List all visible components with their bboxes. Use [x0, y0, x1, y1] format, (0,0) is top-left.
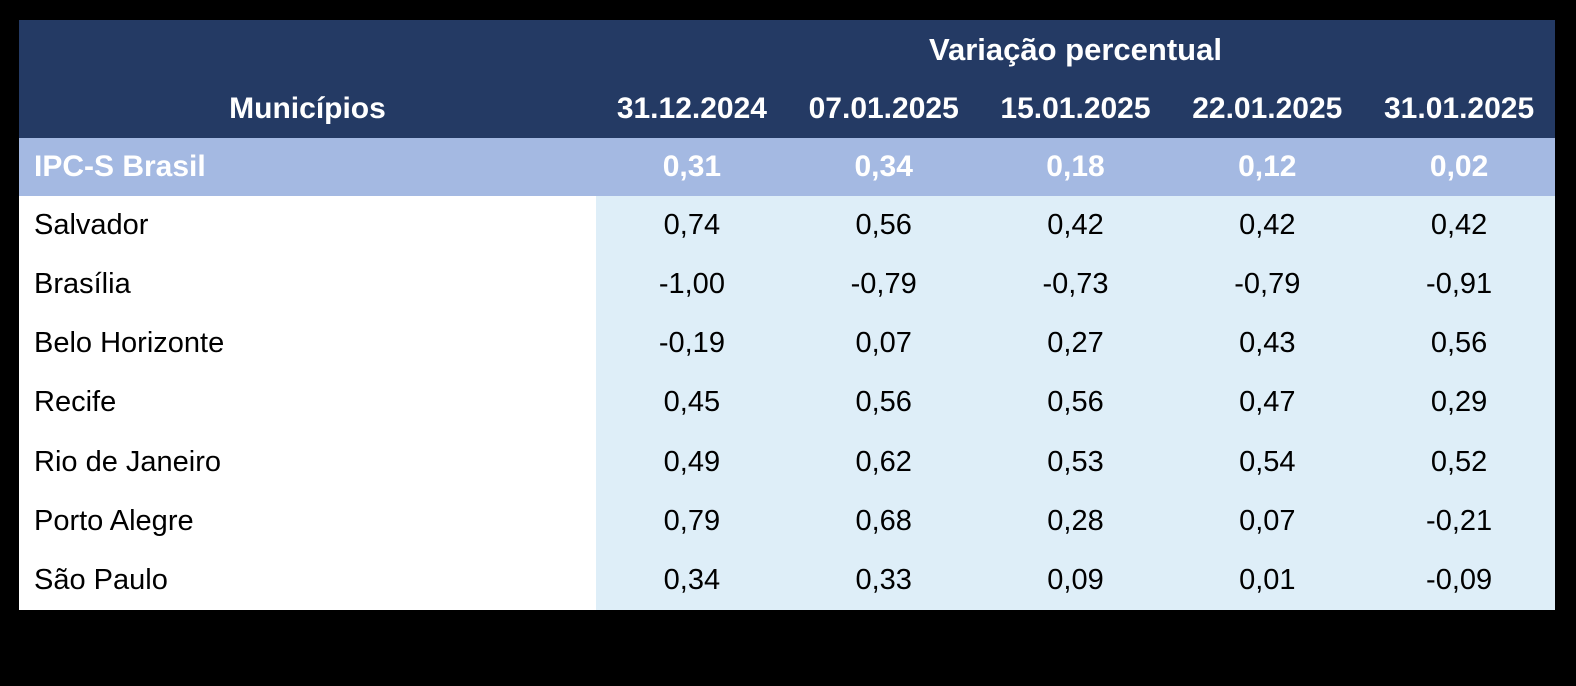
value-cell: 0,56: [979, 373, 1172, 433]
value-cell: 0,62: [787, 432, 980, 492]
value-cell: 0,47: [1171, 373, 1364, 433]
table-row: Recife 0,45 0,56 0,56 0,47 0,29: [19, 373, 1555, 433]
row-label: Porto Alegre: [19, 491, 596, 551]
row-label: Belo Horizonte: [19, 314, 596, 374]
value-cell: -0,21: [1363, 491, 1555, 551]
row-label: IPC-S Brasil: [34, 150, 206, 183]
value-cell: -0,79: [1171, 255, 1364, 315]
value-cell: 0,56: [1363, 314, 1555, 374]
value-cell: 0,52: [1363, 432, 1555, 492]
title-row: Variação percentual: [19, 20, 1555, 79]
column-header-row: Municípios 31.12.2024 07.01.2025 15.01.202…: [19, 79, 1555, 138]
value-cell: -0,19: [596, 314, 788, 374]
date-column-header: 15.01.2025: [1000, 91, 1151, 125]
value-cell: 0,12: [1238, 150, 1297, 183]
value-cell: 0,42: [1171, 196, 1364, 256]
value-cell: 0,68: [787, 491, 980, 551]
date-column-header: 07.01.2025: [808, 91, 959, 125]
value-cell: 0,53: [979, 432, 1172, 492]
value-cell: -0,79: [787, 255, 980, 315]
row-label: Brasília: [19, 255, 596, 315]
value-cell: 0,74: [596, 196, 788, 256]
value-cell: -0,73: [979, 255, 1172, 315]
value-cell: 0,42: [1363, 196, 1555, 256]
row-label: Recife: [19, 373, 596, 433]
table-row: Porto Alegre 0,79 0,68 0,28 0,07 -0,21: [19, 491, 1555, 551]
value-cell: 0,56: [787, 373, 980, 433]
value-cell: 0,42: [979, 196, 1172, 256]
table-row: São Paulo 0,34 0,33 0,09 0,01 -0,09: [19, 550, 1555, 610]
table-title: Variação percentual: [929, 31, 1222, 67]
value-cell: 0,18: [1046, 150, 1105, 183]
value-cell: 0,27: [979, 314, 1172, 374]
value-cell: 0,49: [596, 432, 788, 492]
date-column-header: 31.01.2025: [1384, 91, 1535, 125]
value-cell: 0,01: [1171, 550, 1364, 610]
value-cell: 0,31: [662, 150, 722, 183]
value-cell: 0,07: [787, 314, 980, 374]
value-cell: 0,56: [787, 196, 980, 256]
value-cell: 0,09: [979, 550, 1172, 610]
value-cell: 0,34: [596, 550, 788, 610]
value-cell: 0,02: [1429, 150, 1489, 183]
table-row: Rio de Janeiro 0,49 0,62 0,53 0,54 0,52: [19, 432, 1555, 492]
value-cell: 0,45: [596, 373, 788, 433]
ipc-s-variation-table: Variação percentual Municípios 31.12.202…: [19, 20, 1555, 610]
value-cell: 0,28: [979, 491, 1172, 551]
municipios-column-header: Municípios: [229, 91, 386, 125]
row-label: São Paulo: [19, 550, 596, 610]
value-cell: 0,07: [1171, 491, 1364, 551]
row-label: Rio de Janeiro: [19, 432, 596, 492]
value-cell: 0,33: [787, 550, 980, 610]
table-row: Brasília -1,00 -0,79 -0,73 -0,79 -0,91: [19, 255, 1555, 315]
value-cell: 0,54: [1171, 432, 1364, 492]
date-column-header: 22.01.2025: [1192, 91, 1343, 125]
value-cell: 0,29: [1363, 373, 1555, 433]
ipcs-brasil-row: IPC-S Brasil 0,31 0,34 0,18 0,12 0,02: [19, 138, 1555, 196]
value-cell: 0,43: [1171, 314, 1364, 374]
value-cell: -1,00: [596, 255, 788, 315]
table-row: Salvador 0,74 0,56 0,42 0,42 0,42: [19, 196, 1555, 256]
value-cell: -0,09: [1363, 550, 1555, 610]
value-cell: -0,91: [1363, 255, 1555, 315]
value-cell: 0,79: [596, 491, 788, 551]
table-header: Variação percentual Municípios 31.12.202…: [19, 20, 1555, 138]
row-label: Salvador: [19, 196, 596, 256]
value-cell: 0,34: [854, 150, 913, 183]
table-row: Belo Horizonte -0,19 0,07 0,27 0,43 0,56: [19, 314, 1555, 374]
table-rows: Salvador 0,74 0,56 0,42 0,42 0,42 Brasília -1,0…: [19, 196, 1555, 610]
date-column-header: 31.12.2024: [616, 91, 767, 125]
